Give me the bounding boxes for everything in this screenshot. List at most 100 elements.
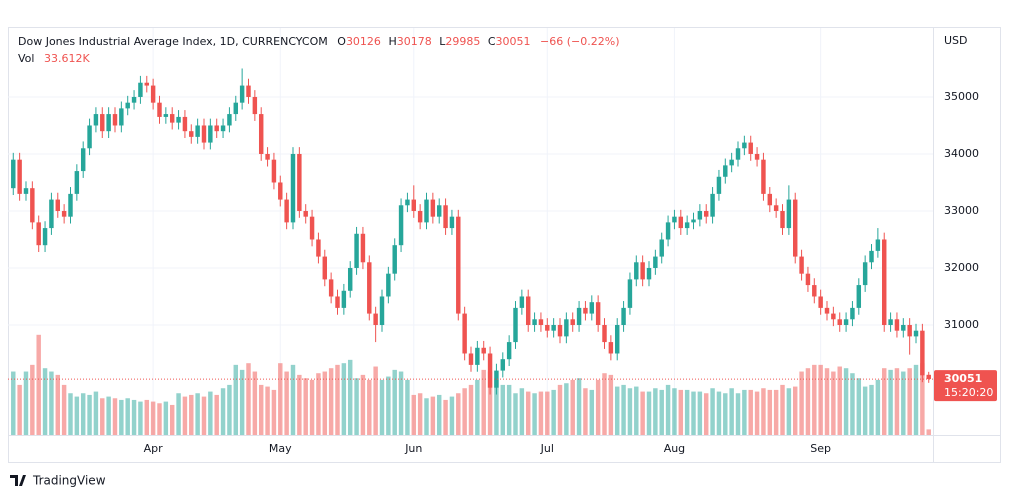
candle-body (608, 342, 614, 354)
candle-body (602, 324, 607, 343)
volume-bar (481, 369, 486, 435)
volume-bar (328, 368, 334, 435)
candle-body (195, 125, 200, 137)
candle-body (163, 114, 169, 117)
candle-body (748, 142, 753, 154)
volume-bar (786, 388, 792, 435)
volume-bar (703, 393, 709, 435)
volume-bar (926, 429, 931, 435)
candle-body (449, 216, 455, 229)
volume-bar (500, 384, 506, 435)
volume-bar (125, 398, 130, 435)
volume-bar (468, 384, 474, 435)
candle-body (735, 148, 741, 160)
volume-bar (430, 396, 436, 435)
volume-bar (322, 371, 328, 435)
volume-bar (564, 383, 569, 435)
volume-bar (742, 389, 747, 435)
candle-body (843, 319, 849, 325)
candle-body (169, 114, 175, 123)
legend-value: 29985 (445, 35, 480, 48)
volume-bar (907, 368, 912, 435)
volume-bar (169, 404, 175, 435)
volume-bar (824, 368, 830, 435)
volume-bar (773, 389, 779, 435)
volume-bar (805, 368, 811, 435)
volume-bar (227, 384, 232, 435)
candle-body (430, 199, 436, 217)
candle-body (634, 262, 639, 280)
volume-bar (818, 364, 823, 435)
volume-bar (691, 391, 696, 435)
candle-body (875, 239, 881, 251)
candle-body (494, 370, 499, 388)
volume-bar (678, 389, 684, 435)
volume-bar (627, 388, 633, 435)
candle-body (697, 210, 703, 220)
volume-bar (621, 384, 626, 435)
candle-body (347, 267, 353, 291)
candle-body (468, 353, 474, 365)
volume-bar (723, 393, 728, 435)
candle-body (640, 262, 645, 280)
candle-body (55, 199, 60, 211)
candle-body (290, 153, 296, 223)
volume-bar (398, 371, 404, 435)
candle-body (920, 330, 925, 376)
volume-bar (602, 373, 607, 435)
grid (8, 28, 933, 435)
candle-body (214, 125, 219, 132)
candle-body (271, 159, 277, 183)
candle-body (367, 262, 372, 314)
volume-bar (831, 371, 836, 435)
candle-body (646, 267, 652, 280)
volume-bar (36, 334, 41, 435)
candle-body (589, 302, 595, 314)
volume-bar (856, 378, 862, 435)
candle-body (831, 313, 836, 320)
volume-bar (901, 371, 906, 435)
volume-bar (309, 379, 315, 435)
candle-body (462, 313, 467, 354)
candle-body (869, 250, 874, 263)
volume-bar (252, 371, 258, 435)
volume-bar (850, 373, 855, 435)
volume-bar (11, 371, 16, 435)
currency-label: USD (944, 34, 968, 47)
volume-bar (335, 364, 340, 435)
volume-bar (456, 393, 461, 435)
volume-bar (659, 389, 664, 435)
brand-logo (10, 475, 26, 486)
volume-bar (475, 379, 480, 435)
volume-bar (735, 393, 741, 435)
candle-body (538, 319, 544, 325)
candle-body (144, 82, 150, 86)
candle-body (119, 108, 124, 126)
volume-bar (443, 399, 448, 435)
candle-body (125, 102, 130, 109)
volume-bar (551, 389, 556, 435)
volume-bar (367, 379, 372, 435)
x-tick-label: Jul (540, 442, 554, 455)
volume-bar (767, 389, 773, 435)
candle-body (907, 324, 912, 337)
volume-bar (875, 379, 881, 435)
last-price-box (934, 370, 997, 402)
volume-bar (920, 363, 925, 435)
candle-body (481, 347, 486, 354)
candle-body (627, 279, 633, 308)
candle-body (665, 222, 671, 240)
volume-value: 33.612K (44, 52, 90, 65)
candle-body (131, 96, 137, 103)
volume-bar (812, 364, 817, 435)
candle-body (239, 85, 245, 103)
candle-body (138, 82, 143, 97)
candle-body (519, 296, 525, 308)
candle-body (30, 188, 35, 223)
candle-body (882, 239, 887, 325)
legend-label: C (488, 35, 496, 48)
candle-body (182, 116, 188, 132)
candle-body (684, 222, 690, 229)
candle-body (265, 153, 270, 160)
